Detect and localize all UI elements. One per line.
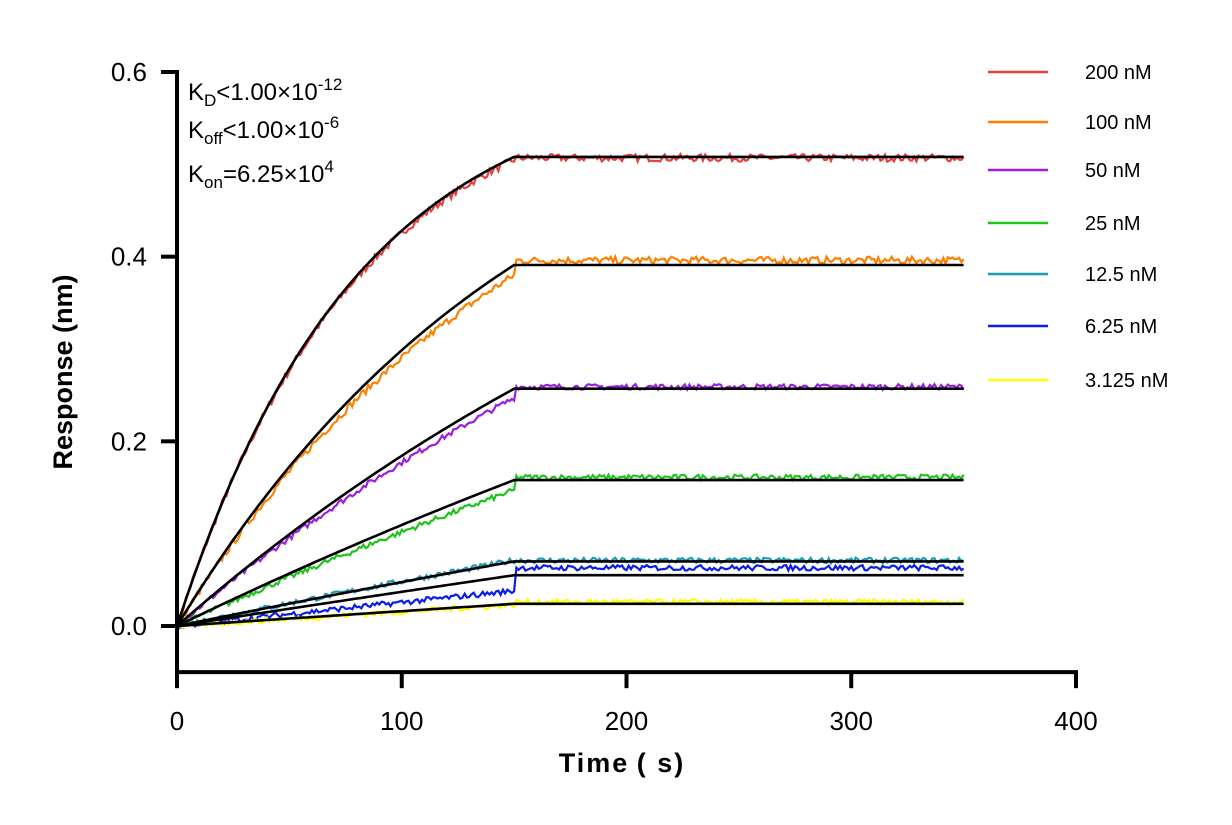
fit-line-6-25-nM (176, 573, 964, 628)
x-tick-label: 400 (1054, 706, 1097, 736)
annotation-koff: Koff<1.00×10-6 (188, 113, 339, 148)
data-line-6-25-nM (176, 562, 965, 630)
annotation-kon: Kon=6.25×104 (188, 157, 334, 192)
data-line-200-nM (175, 151, 965, 630)
x-axis-label: Time ( s) (559, 748, 685, 778)
fit-line-12-5-nM (176, 560, 964, 628)
fit-line-3-125-nM (176, 602, 964, 628)
fit-line-50-nM (176, 387, 964, 627)
x-tick-label: 200 (605, 706, 648, 736)
x-tick-label: 100 (380, 706, 423, 736)
fit-layer (175, 155, 964, 628)
data-line-50-nM (176, 381, 965, 629)
y-tick-label: 0.4 (111, 242, 147, 272)
legend-label: 3.125 nM (1085, 370, 1168, 392)
legend-label: 100 nM (1085, 112, 1152, 134)
x-tick-label: 0 (170, 706, 184, 736)
svg-text:KD<1.00×10-12: KD<1.00×10-12 (188, 75, 342, 110)
legend: 200 nM 100 nM 50 nM 25 nM 12.5 nM 6.25 nM 3.12… (988, 62, 1168, 392)
svg-text:Koff<1.00×10-6: Koff<1.00×10-6 (188, 113, 339, 148)
svg-text:Kon=6.25×104: Kon=6.25×104 (188, 157, 334, 192)
fit-line-100-nM (175, 263, 964, 627)
y-tick-label: 0.6 (111, 57, 147, 87)
annotation-kd: KD<1.00×10-12 (188, 75, 342, 110)
axes: 0 100 200 300 400 0.0 0.2 0.4 0.6 (111, 57, 1098, 736)
legend-label: 12.5 nM (1085, 264, 1157, 286)
data-line-25-nM (176, 472, 965, 630)
legend-label: 6.25 nM (1085, 316, 1157, 338)
data-line-100-nM (175, 253, 965, 626)
y-tick-label: 0.2 (111, 426, 147, 456)
fit-line-25-nM (176, 478, 964, 628)
legend-label: 50 nM (1085, 160, 1141, 182)
data-layer (175, 151, 965, 630)
fit-line-200-nM (175, 155, 964, 627)
y-tick-label: 0.0 (111, 611, 147, 641)
y-axis-label: Response (nm) (48, 274, 78, 469)
x-tick-label: 300 (830, 706, 873, 736)
legend-label: 200 nM (1085, 62, 1152, 84)
legend-label: 25 nM (1085, 213, 1141, 235)
